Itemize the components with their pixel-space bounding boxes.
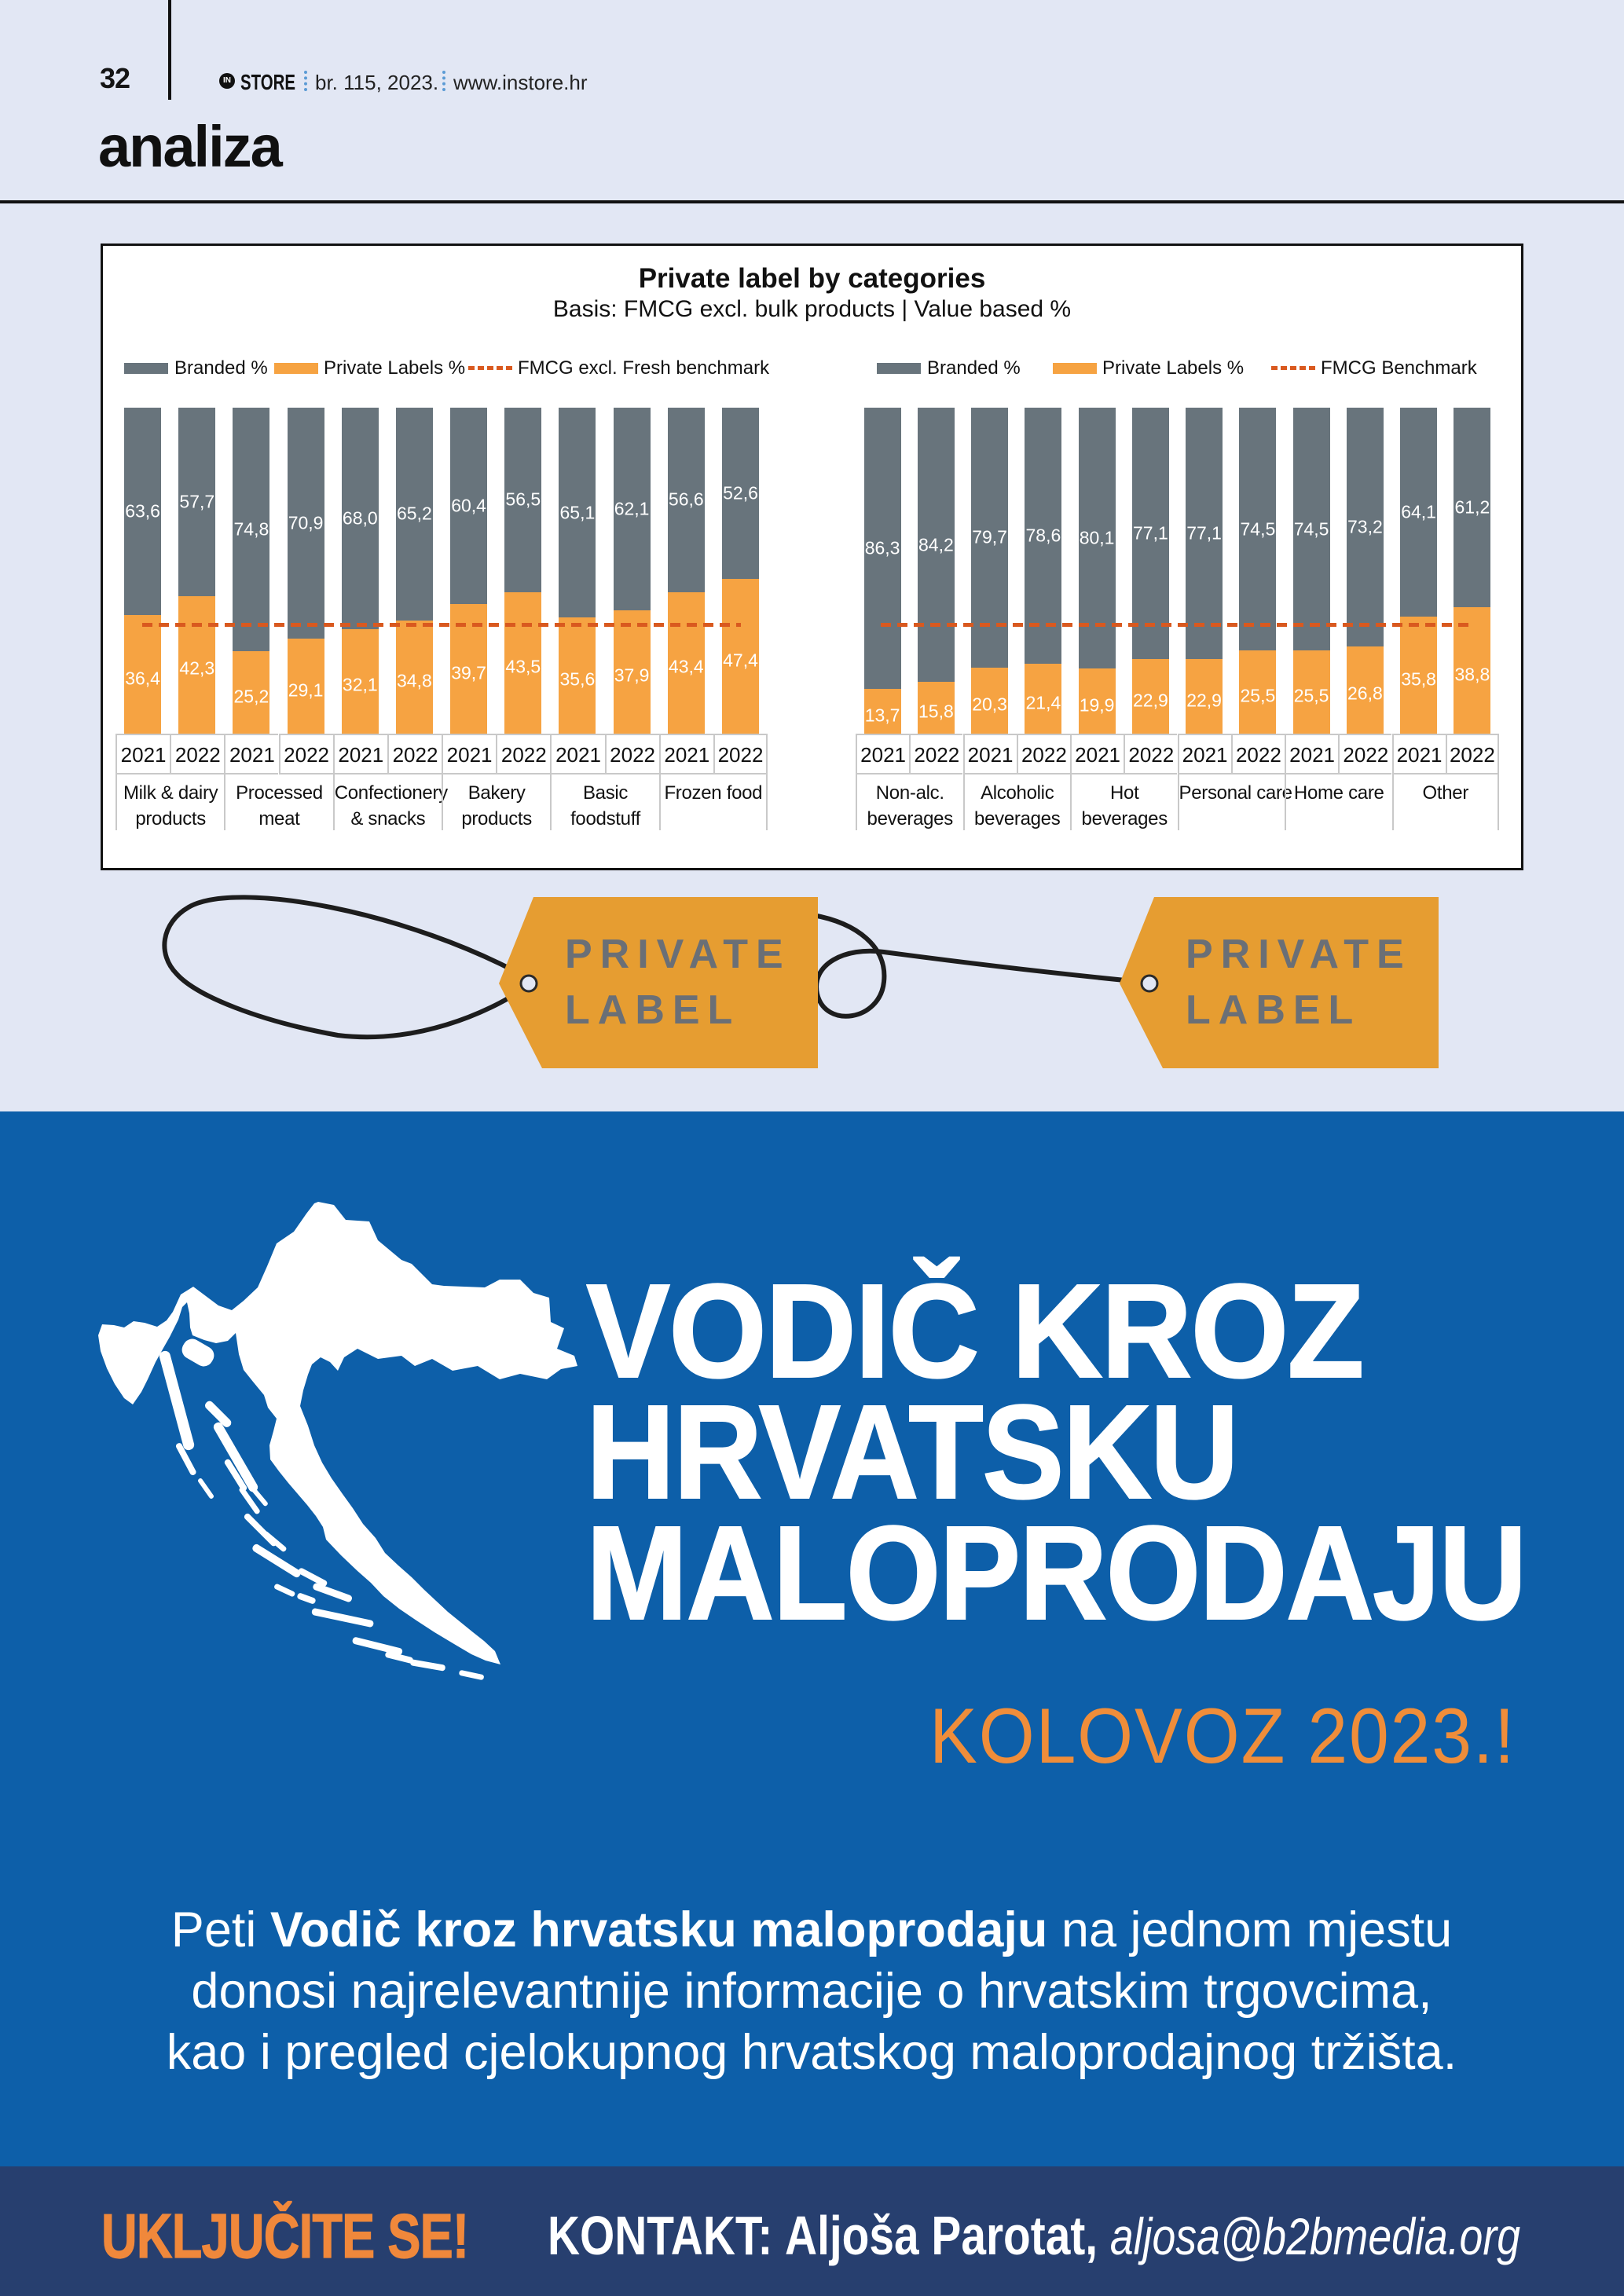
svg-text:PRIVATE: PRIVATE — [1186, 932, 1412, 977]
svg-text:PRIVATE: PRIVATE — [565, 932, 791, 977]
svg-text:LABEL: LABEL — [565, 987, 740, 1033]
svg-text:LABEL: LABEL — [1186, 987, 1361, 1033]
